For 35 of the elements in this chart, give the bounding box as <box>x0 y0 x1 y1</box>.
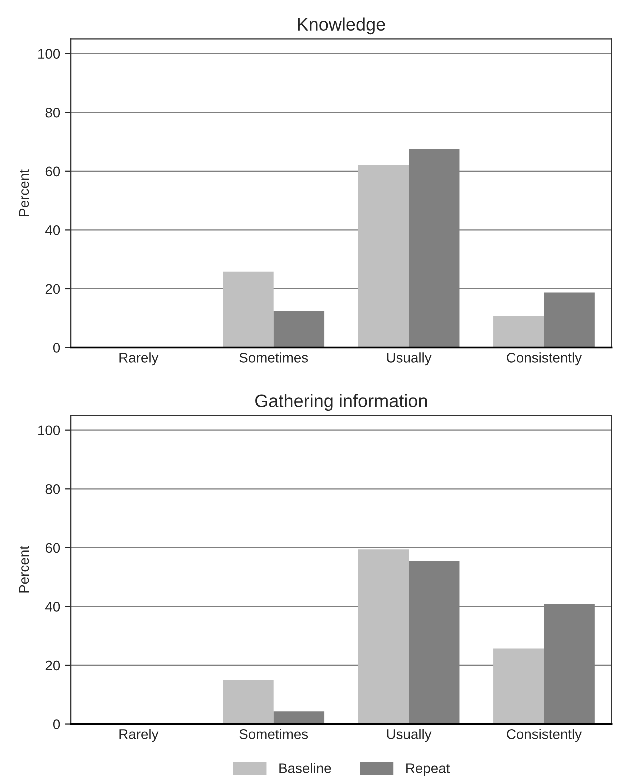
x-tick-label: Rarely <box>120 352 159 366</box>
x-tick-label: Consistently <box>507 729 582 742</box>
y-tick-label: 60 <box>46 166 60 177</box>
x-tick-label: Sometimes <box>240 352 308 363</box>
legend-label: Repeat <box>406 764 450 776</box>
bar <box>494 648 544 724</box>
x-tick-label: Usually <box>387 352 432 366</box>
legend-label: Baseline <box>280 763 332 774</box>
x-tick-label: Rarely <box>120 729 159 742</box>
x-tick-label: Usually <box>387 729 432 742</box>
chart-title: Knowledge <box>298 18 386 35</box>
chart-title: Gathering information <box>256 394 428 412</box>
y-tick-label: 20 <box>46 284 60 294</box>
y-tick-label: 20 <box>46 660 60 671</box>
bar <box>494 316 544 348</box>
bar <box>223 680 274 724</box>
y-tick-label: 80 <box>46 108 60 118</box>
y-tick-label: 80 <box>46 484 60 494</box>
y-tick-label: 40 <box>46 226 60 236</box>
y-tick-label: 40 <box>46 602 60 612</box>
y-tick-label: 0 <box>53 343 60 353</box>
y-tick-label: 60 <box>46 543 60 554</box>
x-tick-label: Consistently <box>507 352 582 366</box>
bar <box>358 166 410 348</box>
bar <box>223 272 274 348</box>
bar <box>544 292 595 348</box>
bar <box>274 311 325 348</box>
y-tick-label: 0 <box>53 720 60 730</box>
x-tick-label: Sometimes <box>240 729 308 740</box>
bar <box>274 712 325 724</box>
bar <box>358 550 410 724</box>
y-axis-title: Percent <box>19 170 30 216</box>
y-axis-title: Percent <box>19 546 30 593</box>
y-tick-label: 100 <box>38 49 60 60</box>
y-tick-label: 100 <box>38 426 60 436</box>
